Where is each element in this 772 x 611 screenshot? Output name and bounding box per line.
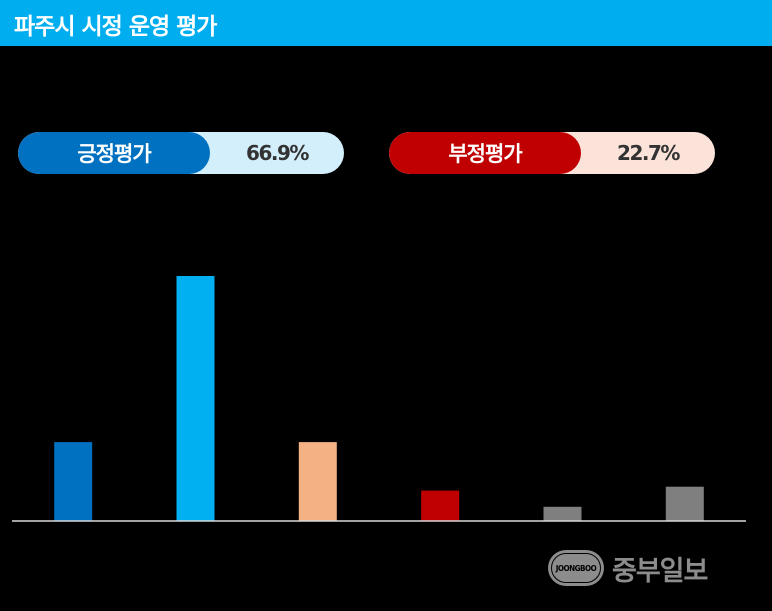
bar-1 <box>54 442 93 521</box>
bar-5 <box>543 506 582 521</box>
negative-summary: 부정평가 22.7% <box>389 132 715 174</box>
positive-value: 66.9% <box>246 141 309 165</box>
negative-label: 부정평가 <box>389 132 581 174</box>
positive-summary: 긍정평가 66.9% <box>18 132 344 174</box>
logo-badge: JOONGBOO <box>548 550 604 586</box>
publisher-logo: JOONGBOO 중부일보 <box>548 548 708 588</box>
page-title: 파주시 시정 운영 평가 <box>14 14 217 40</box>
bar-6 <box>665 486 704 521</box>
bar-3 <box>298 442 337 521</box>
bar-2 <box>176 276 215 521</box>
header-bar: 파주시 시정 운영 평가 <box>0 0 772 46</box>
negative-value: 22.7% <box>617 141 680 165</box>
logo-badge-text: JOONGBOO <box>551 553 601 583</box>
positive-label: 긍정평가 <box>18 132 210 174</box>
logo-text: 중부일보 <box>612 555 708 587</box>
bar-4 <box>421 490 460 521</box>
